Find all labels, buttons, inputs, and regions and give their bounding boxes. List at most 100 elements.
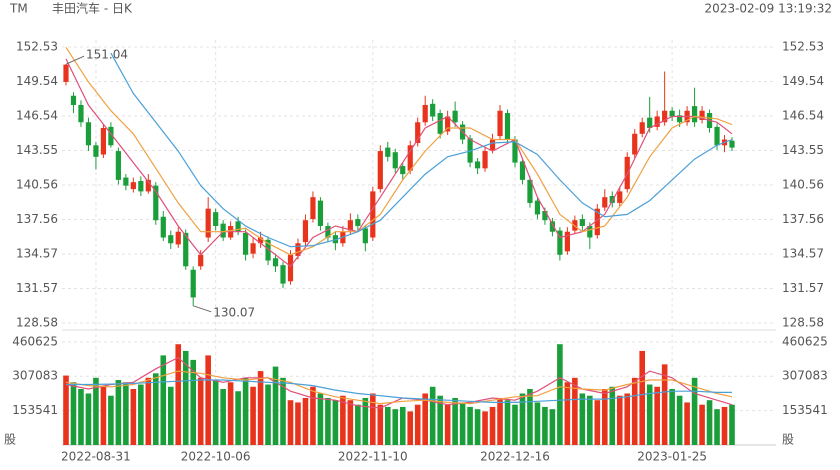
y-tick-label: 149.54 [782, 74, 824, 88]
volume-bar [197, 377, 204, 445]
volume-bar [504, 400, 511, 445]
volume-bar [280, 377, 286, 445]
y-tick-label: 152.53 [16, 40, 58, 54]
ma-line [65, 370, 733, 405]
candle-body [235, 221, 241, 232]
volume-bar [190, 359, 197, 445]
candle-body [280, 265, 286, 284]
candle-body [385, 147, 391, 157]
volume-bar [407, 411, 414, 445]
symbol: TM [9, 2, 28, 16]
volume-unit: 股 [4, 433, 16, 447]
candle-body [213, 212, 219, 226]
volume-bar [212, 380, 219, 445]
ma-line [110, 52, 733, 248]
candle-body [130, 182, 136, 190]
volume-bar [699, 404, 705, 445]
x-tick-label: 2023-01-25 [637, 450, 707, 464]
candle-body [190, 269, 196, 298]
timestamp: 2023-02-09 13:19:32 [705, 2, 832, 16]
candle-body [85, 122, 92, 146]
candle-body [729, 140, 735, 148]
volume-bar [429, 386, 436, 445]
volume-bar [489, 406, 496, 445]
candle-body [198, 254, 204, 267]
volume-bar [624, 393, 631, 445]
candle-body [594, 208, 600, 236]
candle-body [220, 223, 226, 238]
candle-body [70, 95, 77, 105]
volume-bar [130, 389, 137, 445]
candle-body [123, 177, 129, 186]
volume-bar [332, 400, 339, 445]
volume-bar [527, 389, 533, 445]
volume-bar [609, 386, 616, 445]
candle-body [138, 181, 144, 192]
candle-body [632, 133, 638, 155]
annotation-leader [193, 305, 212, 313]
candle-body [430, 103, 436, 117]
y-tick-label: 128.58 [16, 316, 58, 330]
candle-body [317, 200, 324, 226]
volume-bar [310, 386, 316, 445]
candle-body [489, 139, 496, 150]
volume-bar [729, 404, 735, 445]
candle-body [714, 126, 720, 146]
y-tick-label: 131.57 [16, 281, 58, 295]
candle-body [295, 243, 301, 256]
volume-bar [452, 397, 458, 445]
volume-bar [399, 406, 406, 445]
candle-body [662, 110, 668, 123]
volume-bar [572, 377, 578, 445]
candle-body [370, 191, 376, 238]
volume-bar [78, 389, 84, 445]
y-tick-label: 143.55 [782, 143, 824, 157]
y-tick-label: 137.56 [782, 212, 824, 226]
volume-bar [542, 406, 548, 445]
volume-bar [616, 395, 623, 445]
x-tick-label: 2022-12-16 [480, 450, 550, 464]
candle-body [108, 126, 114, 146]
volume-bar [392, 409, 399, 445]
volume-bar [152, 373, 159, 445]
volume-bar [669, 389, 675, 445]
y-tick-label: 128.58 [782, 316, 824, 330]
volume-bar [250, 386, 256, 445]
volume-tick-label: 153541 [782, 403, 828, 417]
candle-body [115, 151, 121, 180]
candle-body [272, 258, 279, 267]
x-tick-label: 2022-08-31 [61, 450, 131, 464]
volume-bar [639, 350, 646, 445]
x-tick-label: 2022-11-10 [338, 450, 408, 464]
volume-bar [138, 384, 144, 445]
volume-bar [167, 386, 174, 445]
volume-unit: 股 [782, 433, 794, 447]
volume-bar [175, 344, 182, 445]
candle-body [63, 64, 69, 82]
candle-body [415, 122, 421, 143]
volume-bar [302, 397, 309, 445]
candle-body [392, 152, 398, 169]
candle-body [534, 200, 541, 215]
y-tick-label: 149.54 [16, 74, 58, 88]
ma-line [65, 46, 733, 256]
volume-bar [235, 391, 241, 445]
volume-bar [631, 377, 638, 445]
volume-tick-label: 307083 [12, 369, 58, 383]
volume-bar [587, 395, 593, 445]
volume-bar [295, 402, 301, 445]
candle-body [242, 232, 249, 255]
volume-bar [676, 395, 683, 445]
candle-body [265, 239, 271, 261]
candle-body [153, 185, 159, 221]
candle-body [512, 139, 518, 163]
volume-bar [721, 406, 728, 445]
candle-body [250, 243, 256, 254]
volume-bar [355, 404, 361, 445]
y-tick-label: 140.56 [16, 177, 58, 191]
candle-body [437, 113, 443, 134]
candle-body [400, 166, 406, 175]
volume-bar [70, 382, 77, 445]
candle-body [669, 110, 675, 117]
ma-line [65, 58, 733, 268]
